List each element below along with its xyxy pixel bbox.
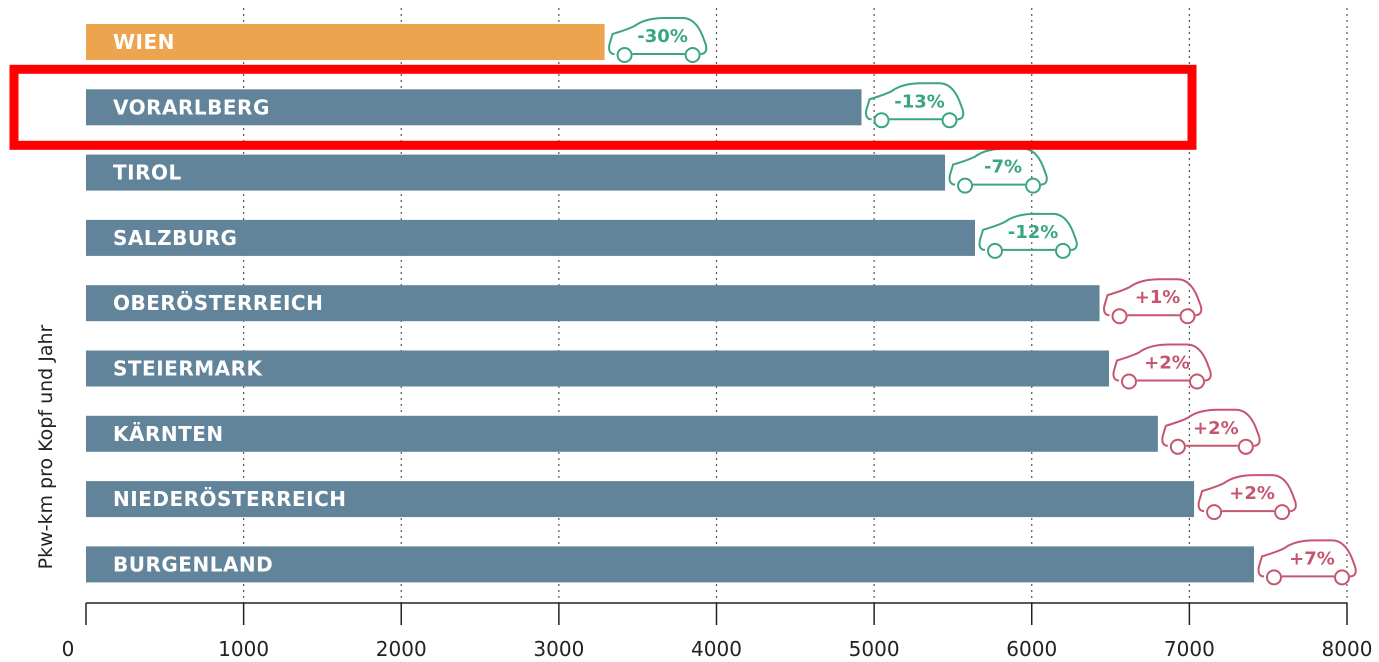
bar-label: OBERÖSTERREICH (113, 291, 323, 315)
car-icon: +7% (1257, 539, 1357, 586)
wheel-rear (1237, 438, 1254, 455)
bar (86, 285, 1100, 322)
x-tick-label: 2000 (376, 637, 427, 661)
bars: WIEN -30% VORARLBERG -13% TIROL -7% SALZBURG -1… (86, 17, 1357, 586)
change-label: +2% (1229, 483, 1275, 504)
wheel-rear (1274, 504, 1291, 521)
wheel-rear (684, 47, 701, 63)
change-label: -30% (637, 26, 688, 47)
wheel-front (987, 242, 1004, 259)
x-tick-label: 0 (62, 637, 75, 661)
bar-label: VORARLBERG (113, 95, 270, 119)
car-icon: -30% (608, 17, 708, 63)
highlight-box (9, 64, 1197, 150)
car-icon: -7% (948, 147, 1048, 194)
wheel-rear (1334, 569, 1351, 586)
bar (86, 546, 1255, 583)
wheel-front (616, 47, 633, 63)
x-tick-label: 8000 (1322, 637, 1373, 661)
bar (86, 219, 976, 256)
x-tick-label: 6000 (1006, 637, 1057, 661)
change-label: -13% (894, 91, 945, 112)
car-icon: +2% (1112, 343, 1212, 390)
wheel-front (1120, 373, 1137, 390)
x-axis: 0 1000 2000 3000 4000 5000 6000 7000 8000 (62, 602, 1373, 661)
car-body (1103, 278, 1203, 317)
car-body (1112, 343, 1212, 382)
x-tick-label: 5000 (849, 637, 900, 661)
change-label: +2% (1193, 418, 1239, 439)
change-label: -7% (984, 157, 1022, 178)
car-body (865, 82, 965, 121)
car-body (1257, 539, 1357, 578)
bar-label: STEIERMARK (113, 357, 263, 381)
wheel-front (1111, 308, 1128, 325)
wheel-front (957, 177, 974, 194)
car-body (948, 147, 1048, 186)
wheel-rear (1179, 308, 1196, 325)
bar (86, 350, 1109, 387)
bar-label: SALZBURG (113, 226, 237, 250)
change-label: +2% (1144, 353, 1190, 374)
bar (86, 154, 946, 191)
bar-label: KÄRNTEN (113, 422, 224, 446)
bar-label: NIEDERÖSTERREICH (113, 487, 347, 511)
x-tick-label: 3000 (533, 637, 584, 661)
wheel-rear (1188, 373, 1205, 390)
wheel-front (873, 112, 890, 129)
y-axis-label: Pkw-km pro Kopf und Jahr (35, 324, 57, 569)
x-tick-label: 1000 (218, 637, 269, 661)
x-tick-label: 4000 (691, 637, 742, 661)
wheel-front (1169, 438, 1186, 455)
wheel-rear (1025, 177, 1042, 194)
bar (86, 89, 862, 126)
car-body (978, 212, 1078, 251)
car-icon: -12% (978, 212, 1078, 259)
bar-label: BURGENLAND (113, 552, 273, 576)
bar (86, 415, 1158, 452)
change-label: +1% (1135, 287, 1181, 308)
change-label: -12% (1008, 222, 1059, 243)
car-icon: +2% (1197, 474, 1297, 521)
car-icon: +2% (1161, 408, 1261, 455)
change-label: +7% (1289, 548, 1335, 569)
wheel-front (1206, 504, 1223, 521)
wheel-front (1266, 569, 1283, 586)
bar (86, 24, 605, 60)
wheel-rear (941, 112, 958, 129)
car-icon: -13% (865, 82, 965, 129)
bar-label: WIEN (113, 30, 175, 54)
x-tick-label: 7000 (1164, 637, 1215, 661)
car-body (608, 17, 708, 55)
car-body (1197, 474, 1297, 513)
car-icon: +1% (1103, 278, 1203, 325)
bar (86, 481, 1195, 518)
wheel-rear (1055, 242, 1072, 259)
bar-label: TIROL (113, 161, 182, 185)
car-body (1161, 408, 1261, 447)
